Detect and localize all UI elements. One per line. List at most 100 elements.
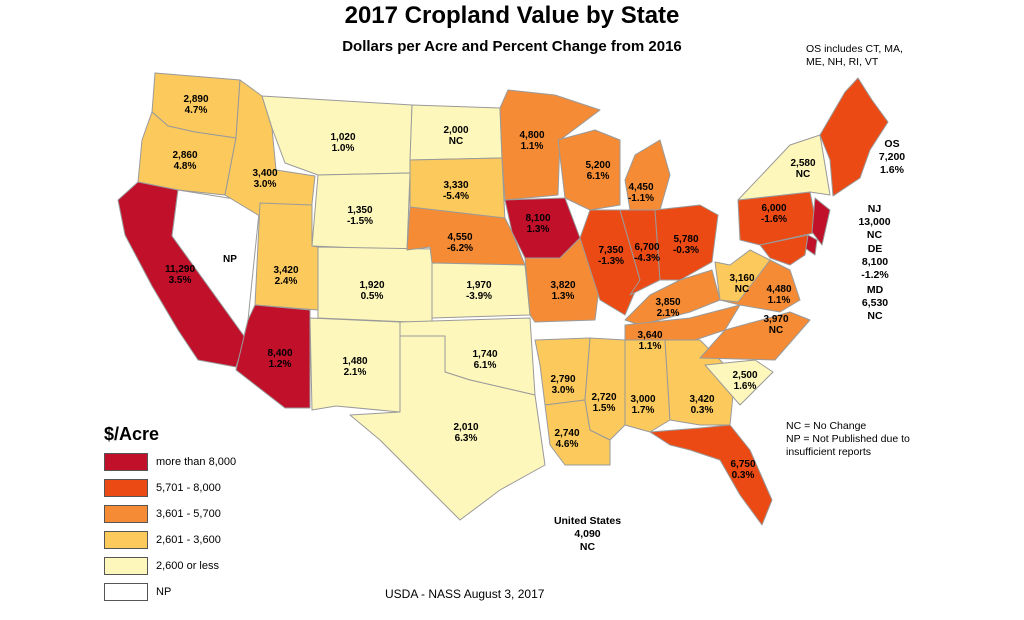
state-change: 4.7% bbox=[185, 105, 208, 116]
state-value: 1,350 bbox=[347, 205, 372, 216]
state-label-AR: 2,790 3.0% bbox=[550, 374, 575, 396]
state-change: 6.1% bbox=[474, 360, 497, 371]
np-definition: NP = Not Published due to insufficient r… bbox=[786, 433, 910, 458]
legend-item: more than 8,000 bbox=[104, 452, 236, 472]
state-change: 3.0% bbox=[552, 385, 575, 396]
legend-item: 2,600 or less bbox=[104, 556, 219, 576]
legend-swatch bbox=[104, 531, 148, 549]
state-value: 6,750 bbox=[730, 459, 755, 470]
state-SC bbox=[704, 359, 774, 406]
legend-label: more than 8,000 bbox=[156, 456, 237, 468]
state-value: 8,400 bbox=[267, 348, 292, 359]
state-value: 2,890 bbox=[183, 94, 208, 105]
state-value: 5,200 bbox=[585, 160, 610, 171]
state-UT bbox=[254, 202, 319, 311]
state-label-GA: 3,420 0.3% bbox=[689, 394, 714, 416]
state-change: 6.1% bbox=[587, 171, 610, 182]
state-label-NM: 1,480 2.1% bbox=[342, 356, 367, 378]
state-NC bbox=[699, 311, 811, 361]
state-value: 3,640 bbox=[637, 330, 662, 341]
state-change: 1.1% bbox=[639, 341, 662, 352]
state-change: 1.0% bbox=[332, 143, 355, 154]
source-note: USDA - NASS August 3, 2017 bbox=[385, 587, 545, 601]
state-value: 4,800 bbox=[519, 130, 544, 141]
map-subtitle: Dollars per Acre and Percent Change from… bbox=[342, 38, 682, 55]
state-change: -1.1% bbox=[628, 193, 654, 204]
md-value: 6,530 bbox=[861, 297, 889, 309]
state-value: 11,290 bbox=[165, 264, 195, 275]
state-value: 2,010 bbox=[453, 422, 478, 433]
state-label-WV: 3,160 NC bbox=[729, 273, 754, 295]
state-WV bbox=[714, 249, 771, 303]
state-AL bbox=[624, 339, 671, 433]
state-value: 6,000 bbox=[761, 203, 786, 214]
state-change: NC bbox=[769, 325, 783, 336]
state-change: 0.3% bbox=[732, 470, 755, 481]
map-title: 2017 Cropland Value by State bbox=[344, 2, 680, 29]
legend-swatch bbox=[104, 557, 148, 575]
state-value: NP bbox=[223, 254, 237, 265]
legend-item: 2,601 - 3,600 bbox=[104, 530, 221, 550]
state-value: 3,420 bbox=[689, 394, 714, 405]
state-value: 2,790 bbox=[550, 374, 575, 385]
state-value: 2,720 bbox=[591, 392, 616, 403]
state-label-OR: 2,860 4.8% bbox=[172, 150, 197, 172]
os-note: OS includes CT, MA, ME, NH, RI, VT bbox=[806, 43, 903, 68]
state-change: 1.3% bbox=[552, 291, 575, 302]
state-TX bbox=[349, 335, 546, 521]
legend-label: 2,600 or less bbox=[156, 560, 219, 572]
state-label-MT: 1,020 1.0% bbox=[330, 132, 355, 154]
state-change: 1.1% bbox=[768, 295, 791, 306]
state-label-OK: 1,740 6.1% bbox=[472, 349, 497, 371]
state-change: 1.7% bbox=[632, 405, 655, 416]
state-change: 1.1% bbox=[521, 141, 544, 152]
state-value: 3,330 bbox=[443, 180, 468, 191]
state-label-TN: 3,640 1.1% bbox=[637, 330, 662, 352]
state-label-KY: 3,850 2.1% bbox=[655, 297, 680, 319]
md-callout: MD 6,530 NC bbox=[850, 284, 900, 323]
state-label-MI: 4,450 -1.1% bbox=[628, 182, 654, 204]
state-value: 1,740 bbox=[472, 349, 497, 360]
state-IN bbox=[619, 209, 661, 296]
state-label-ID: 3,400 3.0% bbox=[252, 168, 277, 190]
state-WI bbox=[557, 129, 621, 211]
legend-item: NP bbox=[104, 582, 171, 602]
state-OH bbox=[654, 204, 719, 281]
legend-label: NP bbox=[156, 586, 172, 598]
state-label-TX: 2,010 6.3% bbox=[453, 422, 478, 444]
state-change: NC bbox=[449, 136, 463, 147]
legend-label: 2,601 - 3,600 bbox=[156, 534, 221, 546]
state-value: 1,920 bbox=[359, 280, 384, 291]
state-label-MO: 3,820 1.3% bbox=[550, 280, 575, 302]
state-change: 2.1% bbox=[657, 308, 680, 319]
state-label-KS: 1,970 -3.9% bbox=[466, 280, 492, 302]
state-label-OH: 5,780 -0.3% bbox=[673, 234, 699, 256]
de-change: -1.2% bbox=[861, 269, 889, 281]
state-change: 0.3% bbox=[691, 405, 714, 416]
state-label-MS: 2,720 1.5% bbox=[591, 392, 616, 414]
legend-swatch bbox=[104, 583, 148, 601]
state-change: -1.6% bbox=[761, 214, 787, 225]
state-FL bbox=[649, 424, 773, 526]
state-value: 2,580 bbox=[790, 158, 815, 169]
legend-title: $/Acre bbox=[104, 424, 160, 444]
state-label-FL: 6,750 0.3% bbox=[730, 459, 755, 481]
state-value: 6,700 bbox=[634, 242, 659, 253]
legend-label: 3,601 - 5,700 bbox=[156, 508, 221, 520]
legend-item: 5,701 - 8,000 bbox=[104, 478, 221, 498]
legend-swatch bbox=[104, 505, 148, 523]
state-change: 1.3% bbox=[527, 224, 550, 235]
nj-name: NJ bbox=[867, 203, 882, 215]
nj-value: 13,000 bbox=[858, 216, 891, 228]
state-value: 2,500 bbox=[732, 370, 757, 381]
state-change: 1.5% bbox=[593, 403, 616, 414]
state-label-NE: 4,550 -6.2% bbox=[447, 232, 473, 254]
state-label-WA: 2,890 4.7% bbox=[183, 94, 208, 116]
state-change: 2.1% bbox=[344, 367, 367, 378]
state-label-LA: 2,740 4.6% bbox=[554, 428, 579, 450]
us-value: 4,090 bbox=[574, 528, 601, 540]
de-callout: DE 8,100 -1.2% bbox=[850, 243, 900, 282]
os-value: 7,200 bbox=[878, 151, 906, 163]
us-change: NC bbox=[579, 541, 596, 553]
